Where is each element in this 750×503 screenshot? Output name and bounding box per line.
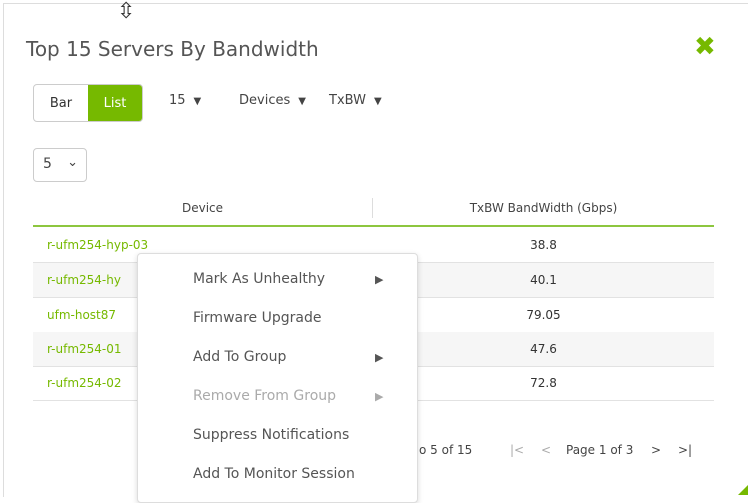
menu-item-add-to-monitor-session[interactable]: Add To Monitor Session: [193, 466, 393, 482]
close-icon[interactable]: ✖: [694, 32, 716, 62]
resize-cursor-icon: ⇳: [117, 0, 136, 24]
caret-down-icon: ▼: [373, 96, 382, 107]
menu-item-remove-from-group: Remove From Group ▶: [193, 388, 393, 404]
menu-item-add-to-group[interactable]: Add To Group ▶: [193, 349, 393, 365]
submenu-arrow-icon: ▶: [375, 273, 384, 286]
entity-dropdown[interactable]: Devices ▼: [239, 93, 306, 108]
menu-item-label: Suppress Notifications: [193, 427, 350, 443]
menu-item-label: Firmware Upgrade: [193, 310, 322, 326]
context-menu: Mark As Unhealthy ▶ Firmware Upgrade Add …: [137, 253, 418, 503]
menu-item-label: Add To Group: [193, 349, 287, 365]
next-page-icon[interactable]: >: [651, 443, 662, 457]
entity-value: Devices: [239, 93, 291, 108]
metric-dropdown[interactable]: TxBW ▼: [329, 93, 382, 108]
last-page-icon[interactable]: >|: [678, 443, 693, 457]
caret-down-icon: ▼: [193, 96, 202, 107]
bar-view-button[interactable]: Bar: [49, 95, 73, 111]
menu-item-mark-unhealthy[interactable]: Mark As Unhealthy ▶: [193, 271, 393, 287]
submenu-arrow-icon: ▶: [375, 390, 384, 403]
list-view-button[interactable]: List: [88, 85, 142, 121]
menu-item-label: Remove From Group: [193, 388, 337, 404]
resize-handle[interactable]: [738, 485, 748, 495]
device-link[interactable]: r-ufm254-hyp-03: [47, 238, 149, 252]
column-header-bandwidth[interactable]: TxBW BandWidth (Gbps): [469, 200, 618, 215]
pagination-range: o 5 of 15: [419, 443, 473, 457]
submenu-arrow-icon: ▶: [375, 351, 384, 364]
chevron-down-icon: ⌄: [67, 155, 78, 170]
prev-page-icon[interactable]: <: [541, 443, 552, 457]
page-indicator: Page 1 of 3: [566, 443, 634, 457]
page-size-select[interactable]: 5 ⌄: [33, 148, 87, 182]
menu-item-label: Add To Monitor Session: [193, 466, 355, 482]
bandwidth-value: 38.8: [530, 238, 557, 252]
device-link[interactable]: r-ufm254-01: [47, 342, 122, 356]
menu-item-suppress-notifications[interactable]: Suppress Notifications: [193, 427, 393, 443]
device-link[interactable]: ufm-host87: [47, 308, 117, 322]
column-header-device[interactable]: Device: [33, 198, 373, 218]
table-header: Device TxBW BandWidth (Gbps): [33, 190, 714, 227]
widget-title: Top 15 Servers By Bandwidth: [26, 37, 319, 61]
view-toggle: Bar List: [33, 84, 143, 122]
count-value: 15: [169, 93, 186, 108]
bandwidth-value: 47.6: [530, 342, 557, 356]
device-link[interactable]: r-ufm254-02: [47, 376, 122, 390]
count-dropdown[interactable]: 15 ▼: [169, 93, 201, 108]
page-size-value: 5: [43, 156, 52, 172]
device-link[interactable]: r-ufm254-hy: [47, 273, 121, 287]
metric-value: TxBW: [329, 93, 366, 108]
menu-item-label: Mark As Unhealthy: [193, 271, 326, 287]
bandwidth-value: 72.8: [530, 376, 557, 390]
caret-down-icon: ▼: [298, 96, 306, 107]
bandwidth-value: 79.05: [526, 308, 561, 322]
first-page-icon[interactable]: |<: [510, 443, 525, 457]
menu-item-firmware-upgrade[interactable]: Firmware Upgrade: [193, 310, 393, 326]
bandwidth-value: 40.1: [530, 273, 557, 287]
